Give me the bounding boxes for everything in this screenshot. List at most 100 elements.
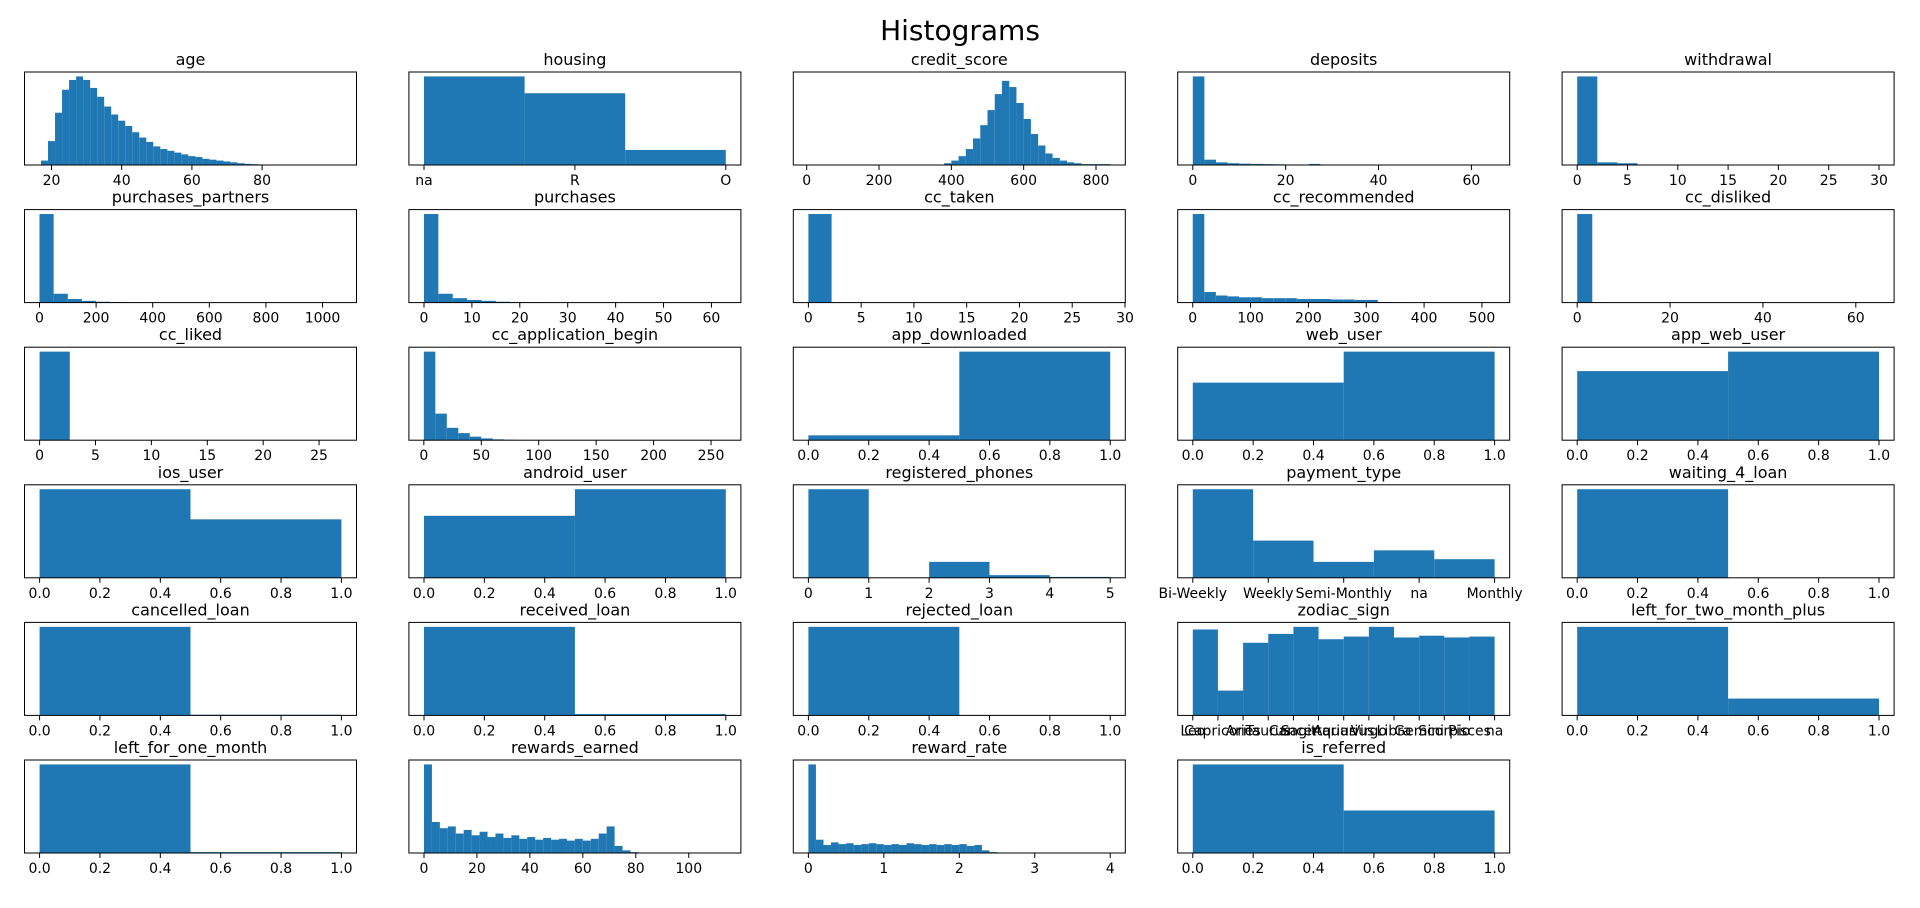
bar xyxy=(1192,76,1205,165)
bar xyxy=(1394,637,1420,716)
x-tick-label: 4 xyxy=(1045,586,1054,602)
bars xyxy=(808,764,1111,853)
x-tick-label: 1 xyxy=(864,586,873,602)
bars xyxy=(1577,626,1880,716)
x-tick-label: 0.8 xyxy=(654,586,676,602)
bar xyxy=(439,828,448,853)
x-tick-label: 80 xyxy=(253,173,271,189)
bar xyxy=(48,141,56,165)
x-tick-label: 0.2 xyxy=(1626,448,1648,464)
x-tick-label: 0.8 xyxy=(1808,448,1830,464)
bar xyxy=(423,626,575,716)
x-tick-label: 0.6 xyxy=(1747,586,1769,602)
axes-frame xyxy=(792,621,1126,716)
x-tick-label: Semi-Monthly xyxy=(1296,586,1392,602)
subplot-title: app_downloaded xyxy=(892,325,1027,345)
bar xyxy=(1343,636,1369,716)
bar xyxy=(1617,163,1638,165)
bar xyxy=(139,137,147,165)
bars xyxy=(423,76,726,165)
x-tick-label: 0.8 xyxy=(1039,723,1061,739)
bar xyxy=(944,844,952,853)
x-tick-label: 4 xyxy=(1106,861,1115,877)
axes-frame xyxy=(792,484,1126,579)
bar xyxy=(846,843,854,853)
bar xyxy=(1577,489,1729,578)
bar xyxy=(1343,299,1355,303)
x-tick-label: 0 xyxy=(802,173,811,189)
bar xyxy=(423,515,575,578)
bars xyxy=(808,351,1111,441)
subplot-title: rewards_earned xyxy=(511,738,639,758)
bars xyxy=(1577,351,1880,441)
subplot-title: waiting_4_loan xyxy=(1669,463,1788,483)
bar xyxy=(69,79,77,165)
bar xyxy=(188,156,196,165)
subplot-title: cancelled_loan xyxy=(131,600,249,620)
bars xyxy=(423,626,726,716)
bar xyxy=(936,845,945,853)
bars xyxy=(423,489,726,578)
x-tick-label: 2 xyxy=(955,861,964,877)
subplot: 0 5 10 15 20 25 cc_liked xyxy=(24,325,357,464)
bar xyxy=(125,126,133,165)
axes-frame xyxy=(24,484,357,579)
x-tick-label: 40 xyxy=(113,173,131,189)
x-tick-label: 0.2 xyxy=(1242,861,1264,877)
bar xyxy=(598,833,607,853)
x-tick-label: 0.2 xyxy=(858,723,880,739)
bar xyxy=(1368,626,1395,716)
x-tick-label: 1.0 xyxy=(330,861,352,877)
x-tick-label: 0.8 xyxy=(1423,448,1445,464)
bar xyxy=(1023,118,1031,165)
subplot: 0.0 0.2 0.4 0.6 0.8 1.0 app_web_user xyxy=(1561,325,1895,464)
bar xyxy=(980,125,988,165)
bar xyxy=(1227,296,1240,303)
bar xyxy=(929,561,990,578)
bar xyxy=(1217,690,1244,716)
bar xyxy=(1016,103,1024,165)
axes-frame xyxy=(1561,484,1895,579)
x-tick-label: 60 xyxy=(703,311,721,327)
x-tick-label: 600 xyxy=(1010,173,1037,189)
bar xyxy=(39,214,54,303)
x-tick-label: 1.0 xyxy=(715,586,737,602)
x-tick-label: 60 xyxy=(574,861,592,877)
subplot-title: received_loan xyxy=(519,600,630,620)
axes-frame xyxy=(792,71,1126,166)
subplot-title: left_for_one_month xyxy=(114,738,268,758)
axes-frame xyxy=(1177,346,1511,441)
bar xyxy=(1067,162,1075,165)
bar xyxy=(118,120,126,165)
x-tick-label: 2 xyxy=(925,586,934,602)
subplot-title: is_referred xyxy=(1301,738,1386,758)
x-tick-label: 0 xyxy=(1188,173,1197,189)
x-tick-label: 15 xyxy=(198,448,216,464)
bars xyxy=(40,76,301,165)
bar xyxy=(1577,214,1593,303)
subplot: 0 5 10 15 20 25 30 cc_taken xyxy=(792,188,1134,327)
x-tick-label: Aquarius xyxy=(1313,723,1374,739)
bar xyxy=(1728,698,1880,716)
axes-frame xyxy=(792,346,1126,441)
x-tick-label: 0.4 xyxy=(1302,861,1324,877)
bar xyxy=(1273,298,1286,303)
subplot: 0 50 100 150 200 250 cc_application_begin xyxy=(408,325,742,464)
x-tick-label: 0.8 xyxy=(654,723,676,739)
bar xyxy=(914,844,922,853)
x-tick-label: 100 xyxy=(525,448,552,464)
bar xyxy=(481,438,493,441)
bar xyxy=(1354,299,1367,303)
x-tick-label: 0.8 xyxy=(270,723,292,739)
bar xyxy=(423,764,432,853)
bars xyxy=(1577,489,1880,578)
x-tick-label: 0.0 xyxy=(413,586,435,602)
bars xyxy=(39,351,342,441)
bar xyxy=(39,489,191,578)
x-tick-label: Bi-Weekly xyxy=(1159,586,1228,602)
x-tick-label: 60 xyxy=(1847,311,1865,327)
bar xyxy=(1216,162,1228,165)
x-tick-label: 100 xyxy=(1237,311,1264,327)
x-tick-label: 25 xyxy=(1063,311,1081,327)
